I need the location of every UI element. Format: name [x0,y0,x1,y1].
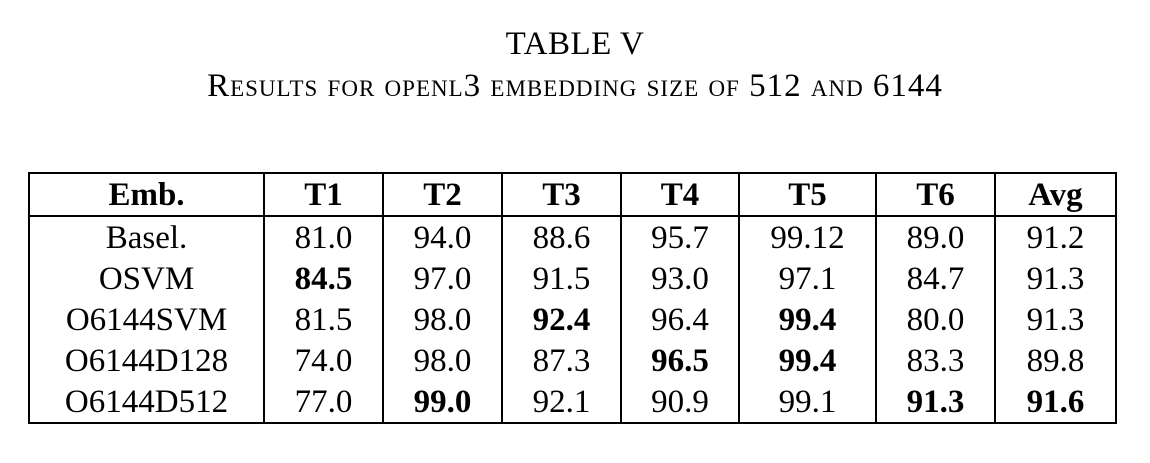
table-cell-best: 92.4 [501,299,622,340]
header-row: Emb. T1 T2 T3 T4 T5 T6 Avg [28,173,1117,217]
results-table: Emb. T1 T2 T3 T4 T5 T6 Avg Basel. 81.0 9… [28,172,1117,424]
table-cell-best: 96.5 [620,340,740,381]
table-cell: 98.0 [382,340,503,381]
column-header-t6: T6 [875,173,996,217]
table-cell-best: 91.6 [994,381,1117,423]
table-cell: 94.0 [382,216,503,258]
table-cell: 89.0 [875,216,996,258]
row-label: O6144D128 [28,340,265,381]
table-cell: 84.7 [875,258,996,299]
row-label: OSVM [28,258,265,299]
column-header-t3: T3 [501,173,622,217]
table-row: O6144D128 74.0 98.0 87.3 96.5 99.4 83.3 … [28,340,1117,381]
table-cell: 99.1 [738,381,877,423]
column-header-avg: Avg [994,173,1117,217]
table-cell-best: 99.0 [382,381,503,423]
table-cell-best: 99.4 [738,340,877,381]
column-header-t2: T2 [382,173,503,217]
table-cell: 87.3 [501,340,622,381]
table-cell: 95.7 [620,216,740,258]
table-cell: 91.2 [994,216,1117,258]
table-cell: 80.0 [875,299,996,340]
table-cell: 97.1 [738,258,877,299]
table-cell: 91.3 [994,299,1117,340]
table-cell: 90.9 [620,381,740,423]
table-cell: 83.3 [875,340,996,381]
table-cell-best: 99.4 [738,299,877,340]
table-row: Basel. 81.0 94.0 88.6 95.7 99.12 89.0 91… [28,216,1117,258]
column-header-t1: T1 [263,173,384,217]
column-header-emb: Emb. [28,173,265,217]
table-cell: 96.4 [620,299,740,340]
table-cell: 88.6 [501,216,622,258]
table-cell: 77.0 [263,381,384,423]
table-cell: 91.3 [994,258,1117,299]
table-cell: 97.0 [382,258,503,299]
table-cell: 91.5 [501,258,622,299]
table-cell-best: 91.3 [875,381,996,423]
table-cell: 99.12 [738,216,877,258]
table-cell: 98.0 [382,299,503,340]
table-subtitle: Results for openl3 embedding size of 512… [207,68,943,104]
column-header-t5: T5 [738,173,877,217]
table-cell: 92.1 [501,381,622,423]
table-cell-best: 84.5 [263,258,384,299]
row-label: O6144SVM [28,299,265,340]
row-label: O6144D512 [28,381,265,423]
table-title: TABLE V [505,26,645,62]
table-cell: 93.0 [620,258,740,299]
column-header-t4: T4 [620,173,740,217]
table-row: O6144SVM 81.5 98.0 92.4 96.4 99.4 80.0 9… [28,299,1117,340]
table-cell: 81.0 [263,216,384,258]
table-row: OSVM 84.5 97.0 91.5 93.0 97.1 84.7 91.3 [28,258,1117,299]
table-cell: 89.8 [994,340,1117,381]
row-label: Basel. [28,216,265,258]
table-cell: 81.5 [263,299,384,340]
table-cell: 74.0 [263,340,384,381]
table-row: O6144D512 77.0 99.0 92.1 90.9 99.1 91.3 … [28,381,1117,423]
